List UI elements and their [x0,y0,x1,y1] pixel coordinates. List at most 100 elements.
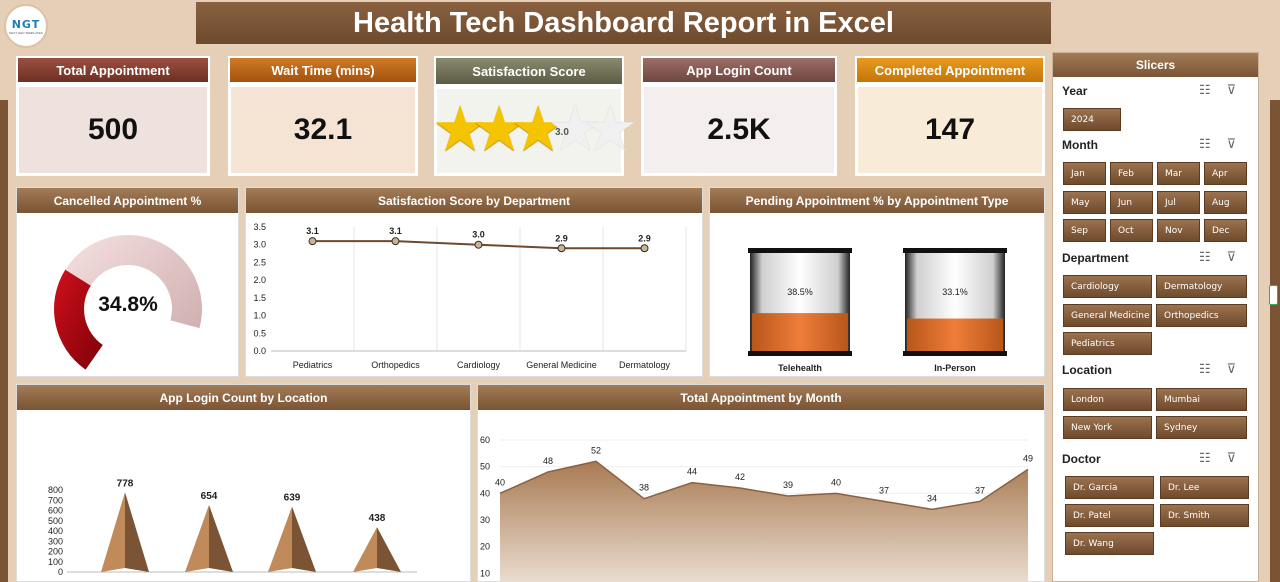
multi-select-icon[interactable]: ☷ [1199,82,1211,97]
data-label: 38.5% [787,287,813,297]
cylinder-top-cap [903,248,1007,253]
cylinder-bottom-cap [903,351,1007,356]
satisfaction-by-department-panel: Satisfaction Score by Department 0.0 0.5 1… [245,187,703,377]
cylinder-top-cap [748,248,852,253]
y-tick-label: 300 [48,536,63,546]
pyramid-left-face [185,504,209,572]
data-label: 639 [284,493,301,504]
slicer-location-london[interactable]: London [1063,388,1152,411]
y-tick-label: 0 [58,567,63,577]
slicer-year-2024[interactable]: 2024 [1063,108,1121,131]
slicer-month-aug[interactable]: Aug [1204,191,1247,214]
kpi-satisfaction-label: Satisfaction Score [434,56,624,86]
slicer-month-sep[interactable]: Sep [1063,219,1106,242]
y-tick-label: 20 [480,542,490,552]
slicer-month-nov[interactable]: Nov [1157,219,1200,242]
pyramid-left-face [353,527,377,572]
y-tick-label: 200 [48,547,63,557]
clear-filter-icon[interactable]: ⊽ [1226,82,1237,97]
kpi-wait-time-value: 32.1 [228,84,418,176]
clear-filter-icon[interactable]: ⊽ [1226,361,1237,376]
left-frame-bar [0,100,8,582]
clear-filter-icon[interactable]: ⊽ [1226,450,1237,465]
y-tick-label: 2.0 [253,275,266,285]
slicer-month-dec[interactable]: Dec [1204,219,1247,242]
star-filled-icon: ★ [474,97,525,160]
satisfaction-chart-title: Satisfaction Score by Department [246,188,702,213]
satisfaction-line-chart: 0.0 0.5 1.0 1.5 2.0 2.5 3.0 3.5 3.1 Pediatrics 3.1… [253,222,687,370]
data-label: 39 [783,480,793,490]
data-label: 33.1% [942,287,968,297]
slicer-month-may[interactable]: May [1063,191,1106,214]
multi-select-icon[interactable]: ☷ [1199,450,1211,465]
slicer-month-jul[interactable]: Jul [1157,191,1200,214]
slicer-location-sydney[interactable]: Sydney [1156,416,1247,439]
slicer-month-oct[interactable]: Oct [1110,219,1153,242]
slicer-month-jan[interactable]: Jan [1063,162,1106,185]
pyramid-left-face [101,492,125,572]
star-filled-icon: ★ [513,97,564,160]
slicer-year-title: Year [1062,84,1088,98]
data-label: 49 [1023,453,1033,463]
x-tick-label: Telehealth [778,363,822,373]
x-tick-label: Cardiology [457,360,501,370]
series-line [499,460,1029,511]
slicers-panel: Slicers Year ☷ ⊽ 2024 Month ☷ ⊽ Jan Feb … [1052,52,1259,582]
pending-appointment-panel: Pending Appointment % by Appointment Typ… [709,187,1045,377]
kpi-total-appointment: Total Appointment 500 [16,56,210,176]
data-label: 34 [927,493,937,503]
slicer-dept-orthopedics[interactable]: Orthopedics [1156,304,1247,327]
clear-filter-icon[interactable]: ⊽ [1226,136,1237,151]
slicer-doctor-title: Doctor [1062,452,1101,466]
y-tick-label: 400 [48,526,63,536]
pending-chart-title: Pending Appointment % by Appointment Typ… [710,188,1044,213]
y-tick-label: 10 [480,568,490,578]
y-tick-label: 700 [48,495,63,505]
data-label: 40 [495,477,505,487]
slicer-dept-cardiology[interactable]: Cardiology [1063,275,1152,298]
slicer-doctor-lee[interactable]: Dr. Lee [1160,476,1249,499]
slicer-doctor-garcia[interactable]: Dr. Garcia [1065,476,1154,499]
y-tick-label: 3.5 [253,222,266,232]
slicer-month-apr[interactable]: Apr [1204,162,1247,185]
slicer-doctor-wang[interactable]: Dr. Wang [1065,532,1154,555]
pyramid-right-face [209,504,233,572]
multi-select-icon[interactable]: ☷ [1199,361,1211,376]
data-label: 37 [975,485,985,495]
y-tick-label: 0.5 [253,328,266,338]
data-label: 778 [117,478,134,489]
star-empty-icon: ★ [550,97,601,160]
y-tick-label: 50 [480,462,490,472]
slicer-month-mar[interactable]: Mar [1157,162,1200,185]
data-label: 42 [735,472,745,482]
data-label: 3.1 [389,226,402,236]
slicer-month-jun[interactable]: Jun [1110,191,1153,214]
multi-select-icon[interactable]: ☷ [1199,136,1211,151]
y-tick-label: 600 [48,506,63,516]
kpi-satisfaction-value: 3.0 [555,127,569,138]
slicer-doctor-controls: ☷ ⊽ [1199,450,1236,466]
scroll-handle-icon[interactable] [1269,285,1278,305]
slicer-doctor-patel[interactable]: Dr. Patel [1065,504,1154,527]
multi-select-icon[interactable]: ☷ [1199,249,1211,264]
y-tick-label: 1.5 [253,293,266,303]
slicers-title: Slicers [1053,53,1258,77]
cylinder-bottom-cap [748,351,852,356]
slicer-dept-pediatrics[interactable]: Pediatrics [1063,332,1152,355]
slicer-location-new-york[interactable]: New York [1063,416,1152,439]
slicer-dept-general-medicine[interactable]: General Medicine [1063,304,1152,327]
pending-cylinder-chart: 38.5% Telehealth 33.1% In-Person [748,248,1007,373]
clear-filter-icon[interactable]: ⊽ [1226,249,1237,264]
kpi-app-login-value: 2.5K [641,84,837,176]
y-tick-label: 500 [48,516,63,526]
kpi-completed-appointment: Completed Appointment 147 [855,56,1045,176]
star-filled-icon: ★ [435,97,486,160]
slicer-month-feb[interactable]: Feb [1110,162,1153,185]
data-label: 2.9 [555,233,568,243]
data-label: 438 [369,513,386,524]
pyramid-right-face [125,492,149,572]
slicer-doctor-smith[interactable]: Dr. Smith [1160,504,1249,527]
slicer-dept-dermatology[interactable]: Dermatology [1156,275,1247,298]
slicer-location-mumbai[interactable]: Mumbai [1156,388,1247,411]
